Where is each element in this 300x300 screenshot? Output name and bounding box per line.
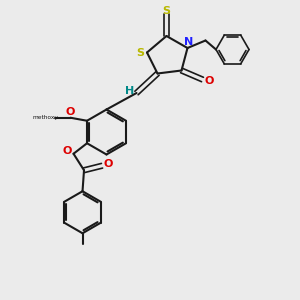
Text: O: O <box>204 76 214 86</box>
Text: methoxy: methoxy <box>33 115 59 120</box>
Text: S: S <box>136 47 144 58</box>
Text: O: O <box>63 146 72 156</box>
Text: O: O <box>103 159 113 169</box>
Text: S: S <box>163 6 170 16</box>
Text: O: O <box>65 107 75 117</box>
Text: H: H <box>125 86 134 97</box>
Text: N: N <box>184 37 194 47</box>
